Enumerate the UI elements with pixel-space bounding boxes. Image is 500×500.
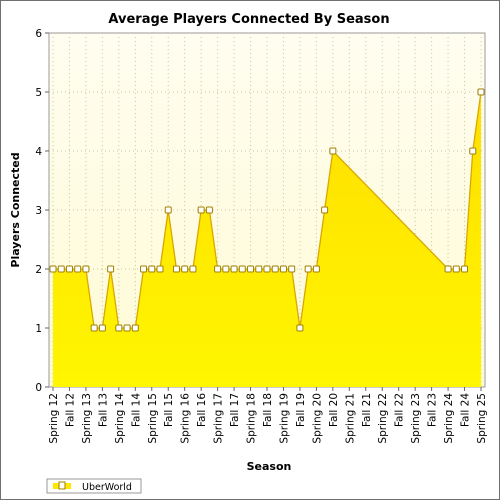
data-point bbox=[214, 265, 222, 273]
area-layer bbox=[53, 91, 482, 387]
data-point bbox=[230, 265, 238, 273]
data-point bbox=[329, 147, 337, 155]
y-tick-label: 2 bbox=[35, 264, 42, 276]
x-tick-label: Spring 24 bbox=[443, 393, 455, 444]
data-point bbox=[123, 324, 131, 332]
data-point bbox=[57, 265, 65, 273]
y-tick-label: 5 bbox=[35, 87, 42, 99]
series-line bbox=[53, 91, 482, 329]
x-tick-label: Spring 25 bbox=[476, 393, 488, 444]
data-point bbox=[197, 206, 205, 214]
x-tick-label: Spring 23 bbox=[410, 393, 422, 444]
data-point bbox=[304, 265, 312, 273]
y-tick-label: 1 bbox=[35, 323, 42, 335]
x-tick-label: Fall 17 bbox=[229, 393, 241, 427]
x-tick-label: Spring 13 bbox=[81, 393, 93, 444]
y-axis-title: Players Connected bbox=[9, 152, 22, 267]
x-tick-label: Fall 12 bbox=[64, 393, 76, 427]
data-point bbox=[452, 265, 460, 273]
x-tick-label: Fall 19 bbox=[295, 393, 307, 427]
data-point bbox=[321, 206, 329, 214]
x-tick-label: Spring 12 bbox=[48, 393, 60, 444]
legend-label: UberWorld bbox=[82, 482, 132, 493]
data-point bbox=[238, 265, 246, 273]
x-tick-label: Fall 13 bbox=[97, 393, 109, 427]
x-tick-label: Spring 18 bbox=[246, 393, 258, 444]
x-tick-label: Spring 16 bbox=[180, 393, 192, 444]
data-point bbox=[164, 206, 172, 214]
data-point bbox=[74, 265, 82, 273]
data-point bbox=[312, 265, 320, 273]
data-point bbox=[189, 265, 197, 273]
x-tick-label: Fall 18 bbox=[262, 393, 274, 427]
data-point bbox=[469, 147, 477, 155]
data-point bbox=[279, 265, 287, 273]
data-point bbox=[477, 88, 485, 96]
data-point bbox=[115, 324, 123, 332]
x-tick-label: Fall 20 bbox=[328, 393, 340, 427]
data-point bbox=[247, 265, 255, 273]
data-point bbox=[222, 265, 230, 273]
x-axis-title: Season bbox=[247, 460, 292, 473]
data-point bbox=[296, 324, 304, 332]
data-point bbox=[263, 265, 271, 273]
data-point bbox=[148, 265, 156, 273]
data-point bbox=[181, 265, 189, 273]
data-point bbox=[288, 265, 296, 273]
data-point bbox=[82, 265, 90, 273]
series-area bbox=[53, 92, 481, 387]
data-point bbox=[65, 265, 73, 273]
x-tick-label: Fall 14 bbox=[130, 393, 142, 427]
legend: UberWorld bbox=[46, 478, 142, 494]
data-point bbox=[90, 324, 98, 332]
x-tick-label: Spring 21 bbox=[344, 393, 356, 444]
x-tick-label: Fall 16 bbox=[196, 393, 208, 427]
x-tick-label: Fall 15 bbox=[163, 393, 175, 427]
x-tick-label: Spring 14 bbox=[114, 393, 126, 444]
legend-box bbox=[46, 478, 142, 494]
x-tick-label: Spring 17 bbox=[213, 393, 225, 444]
x-tick-label: Fall 22 bbox=[394, 393, 406, 427]
legend-marker bbox=[58, 481, 66, 490]
chart-title: Average Players Connected By Season bbox=[108, 12, 389, 27]
x-tick-label: Spring 19 bbox=[278, 393, 290, 444]
data-point bbox=[131, 324, 139, 332]
data-point bbox=[205, 206, 213, 214]
x-tick-label: Fall 23 bbox=[427, 393, 439, 427]
y-tick-label: 3 bbox=[35, 205, 42, 217]
data-point bbox=[444, 265, 452, 273]
y-axis-ticks: 0 1 2 3 4 5 6 bbox=[35, 28, 49, 394]
y-tick-label: 0 bbox=[35, 382, 42, 394]
x-tick-label: Spring 20 bbox=[311, 393, 323, 444]
y-tick-label: 6 bbox=[35, 28, 42, 40]
marker-layer bbox=[49, 88, 485, 332]
x-tick-label: Spring 22 bbox=[377, 393, 389, 444]
data-point bbox=[49, 265, 57, 273]
data-point bbox=[140, 265, 148, 273]
y-tick-label: 4 bbox=[35, 146, 42, 158]
data-point bbox=[255, 265, 263, 273]
data-point bbox=[271, 265, 279, 273]
data-point bbox=[461, 265, 469, 273]
x-tick-label: Fall 21 bbox=[361, 393, 373, 427]
data-point bbox=[98, 324, 106, 332]
data-point bbox=[156, 265, 164, 273]
data-point bbox=[107, 265, 115, 273]
x-axis-ticks: Spring 12 Fall 12 Spring 13 Fall 13 Spring 1… bbox=[48, 387, 488, 444]
data-point bbox=[172, 265, 180, 273]
x-tick-label: Spring 15 bbox=[147, 393, 159, 444]
x-tick-label: Fall 24 bbox=[460, 393, 472, 427]
